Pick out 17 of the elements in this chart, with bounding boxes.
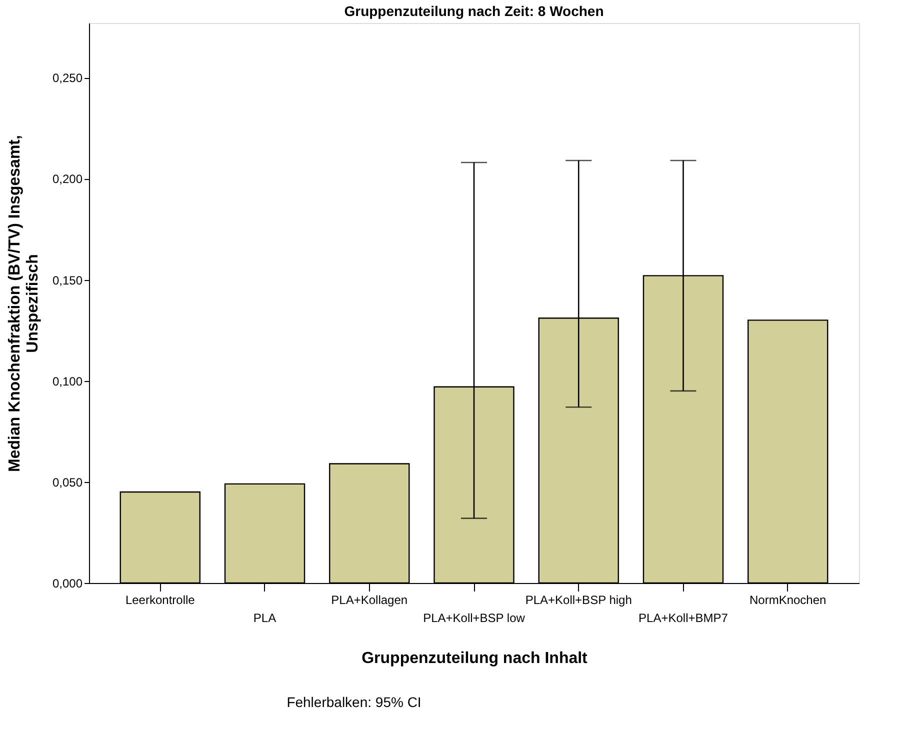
text: Fehlerbalken: 95% CI [286,694,422,710]
x-tick-label: PLA+Kollagen [331,593,408,607]
y-tick-label: 0,200 [52,172,83,186]
x-tick-label: Leerkontrolle [125,593,196,607]
x-tick-label: PLA [253,611,276,625]
y-axis-title: Median Knochenfraktion (BV/TV) Insgesamt, Unspezifisch [6,135,42,472]
chart-title: Gruppenzuteilung nach Zeit: 8 Wochen [344,3,604,19]
x-tick-label: PLA+Koll+BSP high [525,593,632,607]
x-tick-label: PLA+Koll+BSP low [423,611,526,625]
y-tick-label: 0,100 [52,374,83,388]
y-tick-label: 0,000 [52,576,83,590]
y-tick-label: 0,150 [52,273,83,288]
x-tick-label: NormKnochen [750,593,826,607]
y-tick-label: 0,250 [52,71,83,86]
y-tick-label: 0,050 [52,475,83,490]
x-axis-title: Gruppenzuteilung nach Inhalt [362,650,588,667]
x-tick-label: PLA+Koll+BMP7 [638,611,728,625]
